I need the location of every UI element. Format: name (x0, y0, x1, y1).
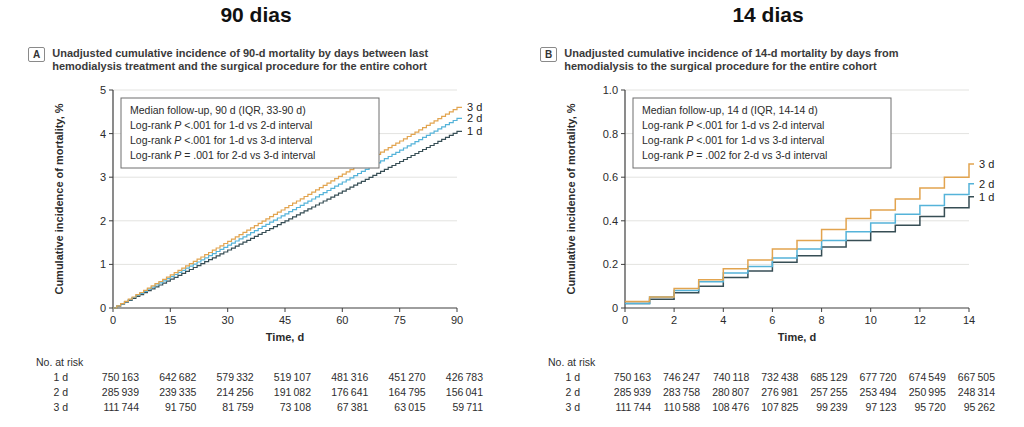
panel-label-badge-b: B (540, 47, 557, 62)
x-tick-label: 15 (164, 314, 176, 326)
chart-90d: 0123450153045607590Time, dCumulative inc… (50, 84, 510, 349)
risk-table-90d: No. at risk1 d750 163642 682579 332519 1… (0, 356, 512, 422)
risk-table-title: No. at risk (36, 356, 83, 369)
chart-14d: 0 0.2 0.4 0.6 0.8 1.0 0 2 4 6 8 10 12 14 Time, d Cumula… (562, 84, 1022, 349)
panel-90d: 90 dias A Unadjusted cumulative incidenc… (0, 0, 512, 427)
y-tick-label: 1 (100, 258, 106, 270)
x-tick-label: 10 (865, 314, 877, 326)
y-tick-label: 0.4 (603, 215, 618, 227)
x-tick-label: 12 (914, 314, 926, 326)
series-end-label: 1 d (979, 191, 994, 203)
y-tick-label: 0.6 (603, 171, 618, 183)
legend-line: Median follow-up, 90 d (IQR, 33-90 d) (130, 104, 306, 116)
panel-14d: 14 dias B Unadjusted cumulative incidenc… (512, 0, 1024, 427)
risk-value: 156 041 (403, 386, 483, 399)
y-tick-label: 5 (100, 84, 106, 96)
panel-title-90d: 90 dias (0, 3, 512, 27)
risk-value: 426 783 (403, 371, 483, 384)
x-tick-label: 0 (110, 314, 116, 326)
y-tick-label: 1.0 (603, 84, 618, 96)
series-curve-3d (625, 164, 974, 301)
risk-table-title: No. at risk (548, 356, 595, 369)
x-tick-label: 8 (819, 314, 825, 326)
y-axis-title: Cumulative incidence of mortality, % (53, 103, 65, 294)
series-end-label: 2 d (467, 112, 482, 124)
panel-label-badge-a: A (28, 47, 45, 62)
x-tick-label: 4 (720, 314, 726, 326)
series-curve-1d (625, 197, 974, 304)
y-tick-label: 0 (612, 302, 618, 314)
series-curve-2d (625, 184, 974, 304)
legend-line: Log-rank P = .002 for 2-d vs 3-d interva… (642, 149, 827, 161)
legend-line: Log-rank P = .001 for 2-d vs 3-d interva… (130, 149, 315, 161)
y-tick-label: 3 (100, 171, 106, 183)
y-tick-label: 2 (100, 215, 106, 227)
y-tick-label: 0 (100, 302, 106, 314)
legend-line: Log-rank P <.001 for 1-d vs 2-d interval (642, 119, 824, 131)
x-tick-label: 30 (222, 314, 234, 326)
panel-title-14d: 14 dias (512, 3, 1024, 27)
legend-line: Log-rank P <.001 for 1-d vs 2-d interval (130, 119, 312, 131)
y-tick-label: 0.8 (603, 128, 618, 140)
x-tick-label: 2 (671, 314, 677, 326)
y-tick-label: 0.2 (603, 258, 618, 270)
risk-value: 667 505 (915, 371, 995, 384)
panel-caption-14d: Unadjusted cumulative incidence of 14-d … (564, 47, 940, 73)
series-end-label: 3 d (979, 158, 994, 170)
caption-row-14d: B Unadjusted cumulative incidence of 14-… (540, 47, 940, 73)
legend-line: Log-rank P <.001 for 1-d vs 3-d interval (130, 134, 312, 146)
series-end-label: 2 d (979, 178, 994, 190)
series-end-label: 1 d (467, 125, 482, 137)
risk-value: 248 314 (915, 386, 995, 399)
x-tick-label: 60 (336, 314, 348, 326)
legend-line: Median follow-up, 14 d (IQR, 14-14 d) (642, 104, 818, 116)
figure: 90 dias A Unadjusted cumulative incidenc… (0, 0, 1024, 427)
x-tick-label: 45 (279, 314, 291, 326)
y-tick-label: 4 (100, 128, 106, 140)
caption-row-90d: A Unadjusted cumulative incidence of 90-… (28, 47, 428, 73)
risk-table-14d: No. at risk1 d750 163746 247740 118732 4… (512, 356, 1024, 422)
legend-line: Log-rank P <.001 for 1-d vs 3-d interval (642, 134, 824, 146)
series-end-label: 3 d (467, 101, 482, 113)
x-axis-title: Time, d (778, 331, 816, 343)
x-axis-title: Time, d (266, 331, 304, 343)
y-axis-title: Cumulative incidence of mortality, % (565, 103, 577, 294)
x-tick-label: 0 (622, 314, 628, 326)
risk-value: 95 262 (915, 401, 995, 414)
x-tick-label: 75 (394, 314, 406, 326)
x-tick-label: 14 (963, 314, 975, 326)
x-tick-label: 90 (451, 314, 463, 326)
risk-value: 59 711 (403, 401, 483, 414)
panel-caption-90d: Unadjusted cumulative incidence of 90-d … (52, 47, 428, 73)
x-tick-label: 6 (769, 314, 775, 326)
